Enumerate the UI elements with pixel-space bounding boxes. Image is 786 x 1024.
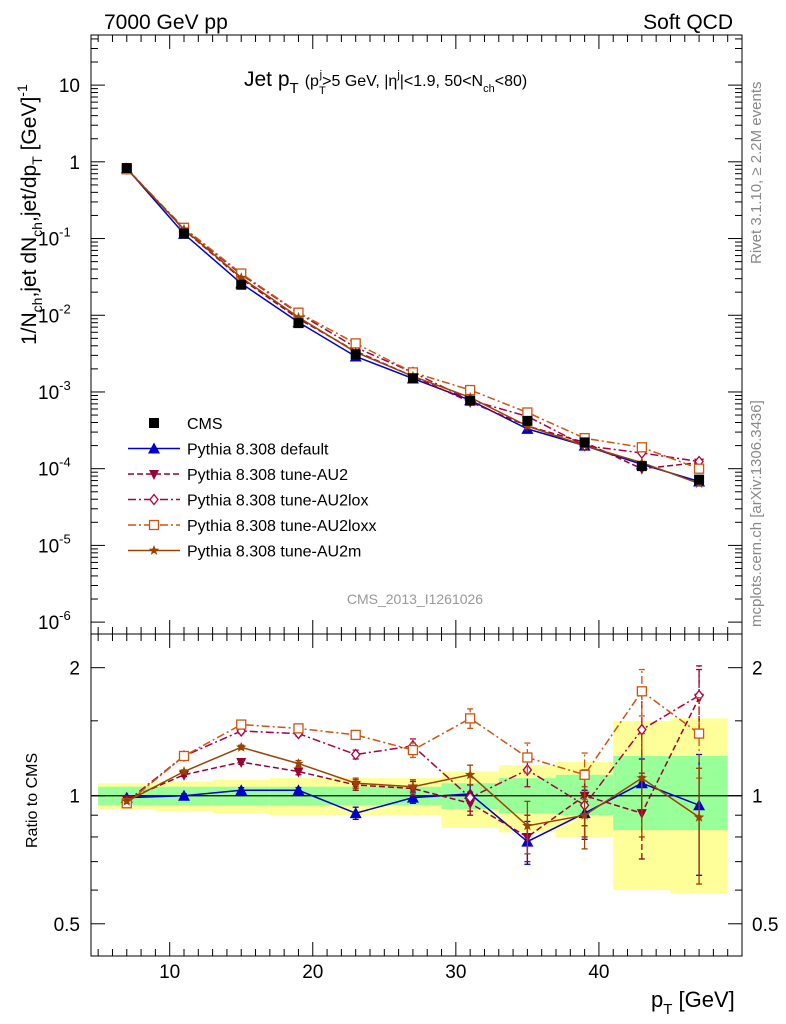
ratio-point-AU2m-5 bbox=[407, 781, 419, 792]
legend-marker-AU2lox bbox=[149, 493, 159, 506]
svg-text:Jet pT(pTj>5 GeV, |ηj|<1.9, 50: Jet pT (pTj>5 GeV, |ηj|<1.9, 50<Nch<80) bbox=[244, 68, 527, 97]
ytick-label: 10-3 bbox=[38, 378, 71, 404]
point-AU2loxx-4 bbox=[350, 338, 361, 349]
data-point-10 bbox=[694, 474, 705, 485]
ratio-point-default-5 bbox=[406, 791, 419, 803]
upper-axes: 10-6 10-5 10-4 10-3 10-2 10-1 1 10 bbox=[38, 35, 742, 634]
ratio-point-AU2loxx-10 bbox=[693, 728, 705, 739]
data-point-6 bbox=[465, 395, 476, 406]
ratio-point-AU2m-1 bbox=[178, 766, 190, 776]
ratio-ytick-label: 1 bbox=[69, 787, 80, 808]
ratio-ytick-label: 0.5 bbox=[54, 915, 80, 936]
ytick-label: 10-4 bbox=[38, 455, 71, 481]
ratio-ytick-label-right: 0.5 bbox=[752, 915, 778, 936]
ratio-point-AU2m-7 bbox=[522, 820, 533, 831]
ratio-point-default-1 bbox=[178, 789, 190, 801]
legend-label-data: CMS bbox=[187, 416, 223, 433]
ratio-point-AU2lox-10 bbox=[694, 689, 704, 702]
lower-axes: 10 20 30 40 0.5 0.5 1 1 2 2 bbox=[54, 634, 778, 983]
ratio-point-default-2 bbox=[235, 784, 248, 796]
ratio-point-AU2m-10 bbox=[693, 811, 705, 822]
xtick-label: 10 bbox=[159, 962, 180, 983]
rivet-label: Rivet 3.1.10, ≥ 2.2M events bbox=[748, 82, 765, 265]
ratio-point-AU2loxx-9 bbox=[636, 686, 647, 697]
series-line-AU2m bbox=[126, 168, 700, 485]
data-point-7 bbox=[522, 415, 533, 426]
ratio-point-AU2m-0 bbox=[121, 795, 132, 806]
ratio-ytick-label-right: 1 bbox=[752, 787, 763, 808]
ratio-point-AU2-2 bbox=[236, 758, 247, 769]
data-point-2 bbox=[236, 279, 247, 290]
ratio-line-AU2 bbox=[126, 697, 700, 838]
ratio-point-AU2m-6 bbox=[464, 769, 476, 780]
ratio-ytick-label-right: 2 bbox=[752, 659, 763, 680]
ratio-point-AU2loxx-5 bbox=[407, 744, 419, 756]
legend-marker-data bbox=[149, 418, 159, 428]
legend-label-AU2m: Pythia 8.308 tune-AU2m bbox=[187, 544, 361, 561]
svg-text:pT [GeV]: pT [GeV] bbox=[651, 987, 735, 1018]
data-point-3 bbox=[293, 318, 304, 329]
ratio-line-AU2loxx bbox=[126, 690, 700, 804]
xtick-label: 20 bbox=[302, 962, 323, 983]
ratio-point-AU2lox-4 bbox=[350, 748, 361, 761]
y-axis-label-lower: Ratio to CMS bbox=[24, 753, 41, 848]
ratio-point-AU2loxx-1 bbox=[178, 750, 190, 762]
legend-label-default: Pythia 8.308 default bbox=[187, 442, 329, 459]
plot-title: Jet pT (pTj>5 GeV, |ηj|<1.9, 50<Nch<80) bbox=[244, 68, 527, 97]
legend-marker-default bbox=[148, 442, 160, 454]
data-point-5 bbox=[407, 373, 418, 384]
ytick-label: 10-2 bbox=[38, 301, 71, 327]
ratio-point-AU2loxx-2 bbox=[236, 719, 247, 730]
ratio-point-AU2lox-6 bbox=[465, 791, 475, 804]
legend-label-AU2: Pythia 8.308 tune-AU2 bbox=[187, 467, 348, 484]
ratio-point-AU2m-4 bbox=[350, 777, 361, 788]
ratio-point-AU2loxx-4 bbox=[350, 729, 361, 741]
ratio-point-AU2loxx-8 bbox=[579, 769, 590, 780]
xtick-label: 40 bbox=[588, 962, 609, 983]
series-line-default bbox=[126, 167, 700, 483]
ratio-point-default-3 bbox=[292, 784, 305, 796]
header-right: Soft QCD bbox=[643, 11, 733, 34]
ytick-label: 1 bbox=[69, 153, 80, 174]
point-AU2m-2 bbox=[236, 272, 247, 282]
point-AU2loxx-10 bbox=[693, 463, 705, 474]
mcplots-label: mcplots.cern.ch [arXiv:1306.3436] bbox=[748, 400, 765, 627]
legend-label-AU2loxx: Pythia 8.308 tune-AU2loxx bbox=[187, 518, 376, 535]
legend-marker-AU2loxx bbox=[148, 519, 160, 531]
data-point-9 bbox=[636, 461, 647, 472]
legend: CMS Pythia 8.308 default Pythia 8.308 tune… bbox=[128, 416, 376, 561]
ytick-label: 10-5 bbox=[38, 531, 71, 557]
ratio-point-AU2m-3 bbox=[293, 758, 304, 768]
point-AU2loxx-7 bbox=[522, 407, 533, 418]
ytick-label: 10-6 bbox=[38, 608, 71, 634]
ratio-point-AU2-3 bbox=[293, 767, 304, 778]
ratio-point-AU2loxx-3 bbox=[293, 723, 304, 734]
legend-marker-AU2m bbox=[148, 545, 160, 555]
lower-series bbox=[120, 665, 706, 885]
lower-frame bbox=[90, 633, 743, 957]
point-AU2m-3 bbox=[293, 311, 304, 322]
ytick-label: 10 bbox=[59, 76, 80, 97]
ytick-label: 10-1 bbox=[38, 225, 71, 251]
data-point-0 bbox=[121, 163, 132, 174]
ratio-point-AU2m-8 bbox=[579, 809, 590, 820]
upper-series bbox=[120, 162, 706, 488]
data-point-8 bbox=[579, 437, 590, 448]
point-AU2loxx-9 bbox=[636, 442, 647, 453]
header-left: 7000 GeV pp bbox=[104, 11, 228, 34]
ratio-point-default-4 bbox=[349, 807, 362, 819]
legend-label-AU2lox: Pythia 8.308 tune-AU2lox bbox=[187, 493, 368, 510]
ratio-point-AU2loxx-6 bbox=[465, 713, 476, 724]
legend-marker-AU2 bbox=[149, 470, 159, 480]
ratio-point-AU2loxx-7 bbox=[522, 752, 533, 763]
ratio-point-AU2m-2 bbox=[236, 741, 247, 752]
ratio-point-AU2m-9 bbox=[636, 772, 648, 783]
data-point-1 bbox=[179, 228, 189, 239]
analysis-id: CMS_2013_I1261026 bbox=[347, 591, 483, 607]
data-point-4 bbox=[350, 349, 361, 360]
x-axis-label: pT [GeV] bbox=[651, 987, 735, 1018]
xtick-label: 30 bbox=[445, 962, 466, 983]
ratio-ytick-label: 2 bbox=[69, 659, 80, 680]
